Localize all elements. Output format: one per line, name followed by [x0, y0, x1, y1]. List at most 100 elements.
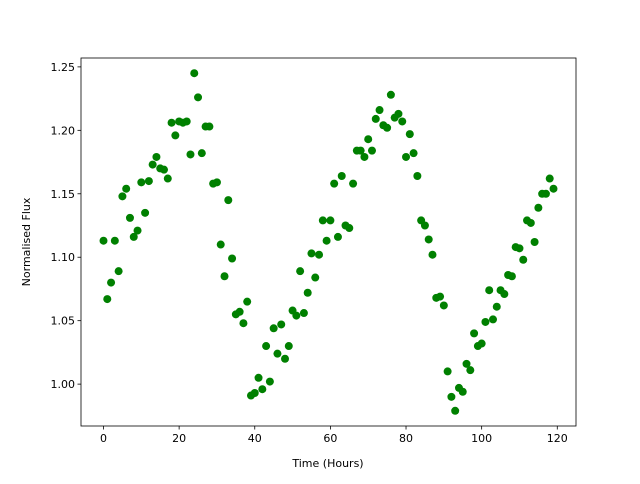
data-point — [398, 117, 407, 126]
data-point — [125, 213, 134, 222]
data-point — [318, 216, 327, 225]
data-point — [197, 149, 206, 158]
data-point — [424, 235, 433, 244]
data-point — [364, 135, 373, 144]
data-point — [402, 152, 411, 161]
data-point — [428, 250, 437, 259]
data-point — [500, 290, 509, 299]
data-point — [182, 117, 191, 126]
data-point — [541, 189, 550, 198]
data-point — [186, 150, 195, 159]
data-point — [507, 272, 516, 281]
data-point — [333, 232, 342, 241]
data-point — [103, 295, 112, 304]
data-point — [386, 90, 395, 99]
data-point — [216, 240, 225, 249]
y-tick-label: 1.05 — [51, 315, 76, 328]
data-point — [371, 114, 380, 123]
data-point — [488, 315, 497, 324]
y-axis-label: Normalised Flux — [20, 197, 33, 286]
data-point — [485, 286, 494, 295]
data-point — [462, 359, 471, 368]
data-point — [330, 179, 339, 188]
data-point — [451, 406, 460, 415]
data-point — [436, 292, 445, 301]
data-point — [163, 174, 172, 183]
data-point — [515, 244, 524, 253]
data-point — [481, 317, 490, 326]
axes-frame — [80, 57, 577, 427]
data-point — [345, 224, 354, 233]
data-point — [443, 367, 452, 376]
data-point — [205, 122, 214, 131]
data-point — [99, 236, 108, 245]
data-point — [194, 93, 203, 102]
data-point — [224, 196, 233, 205]
data-point — [409, 149, 418, 158]
data-point — [549, 184, 558, 193]
data-point — [492, 302, 501, 311]
data-point — [114, 267, 123, 276]
data-point — [530, 238, 539, 246]
data-point — [107, 278, 116, 287]
data-point — [273, 349, 282, 358]
data-point — [337, 172, 346, 181]
data-point — [534, 203, 543, 212]
data-point — [299, 309, 308, 318]
data-point — [262, 342, 271, 351]
x-axis-label: Time (Hours) — [291, 457, 363, 470]
data-point — [307, 249, 316, 258]
data-point — [375, 106, 384, 115]
data-point — [265, 377, 274, 386]
data-point — [315, 250, 324, 259]
data-point — [254, 373, 263, 382]
y-tick-label: 1.15 — [51, 188, 76, 201]
data-point — [470, 329, 479, 338]
data-point — [322, 236, 331, 245]
data-point — [519, 255, 528, 264]
data-point — [152, 152, 161, 161]
y-tick-label: 1.20 — [51, 124, 76, 137]
data-point — [122, 184, 131, 193]
data-point — [250, 389, 259, 398]
data-point — [296, 267, 305, 276]
x-tick-label: 40 — [248, 432, 262, 445]
data-point — [367, 146, 376, 155]
x-tick-label: 20 — [172, 432, 186, 445]
data-point — [269, 324, 278, 333]
data-point — [326, 216, 335, 225]
data-point — [292, 311, 301, 320]
data-point — [167, 118, 176, 127]
y-tick-label: 1.25 — [51, 61, 76, 74]
x-tick-label: 80 — [399, 432, 413, 445]
data-point — [447, 392, 456, 401]
data-point — [284, 342, 293, 351]
data-point — [129, 232, 138, 241]
data-point — [466, 366, 475, 375]
y-tick-label: 1.10 — [51, 251, 76, 264]
data-point — [311, 273, 320, 282]
data-point — [258, 385, 267, 394]
data-point — [303, 288, 312, 297]
data-point — [160, 165, 169, 174]
data-point — [413, 172, 422, 181]
data-point — [545, 174, 554, 183]
data-point — [458, 387, 467, 396]
data-point — [137, 178, 146, 187]
data-point — [228, 254, 237, 263]
x-tick-label: 100 — [471, 432, 492, 445]
data-point — [171, 131, 180, 140]
data-point — [243, 297, 252, 306]
data-point — [141, 208, 150, 217]
data-point — [405, 130, 414, 139]
data-point — [420, 221, 429, 230]
data-point — [526, 218, 535, 227]
data-point — [190, 69, 199, 78]
data-point — [118, 192, 127, 201]
data-point — [349, 179, 358, 188]
data-point — [110, 236, 119, 245]
data-point — [212, 178, 221, 187]
data-point — [281, 354, 290, 363]
y-tick-label: 1.00 — [51, 378, 76, 391]
